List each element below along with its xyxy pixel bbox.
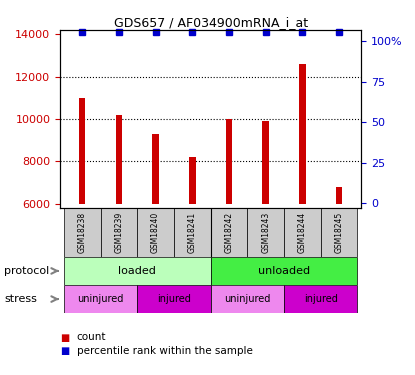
Bar (211, 285, 284, 313)
Text: loaded: loaded (118, 266, 156, 276)
Bar (211, 257, 357, 285)
Bar (189, 157, 195, 204)
Bar (284, 285, 357, 313)
Text: ■: ■ (60, 333, 69, 342)
Bar (79, 98, 85, 204)
Bar (64, 257, 211, 285)
Bar (100, 208, 137, 257)
Bar (336, 187, 342, 204)
Bar (174, 208, 210, 257)
Text: count: count (77, 333, 106, 342)
Bar (211, 208, 247, 257)
Text: uninjured: uninjured (77, 294, 124, 304)
Text: stress: stress (4, 294, 37, 304)
Text: uninjured: uninjured (224, 294, 271, 304)
Text: GSM18241: GSM18241 (188, 212, 197, 253)
Text: GSM18238: GSM18238 (78, 212, 87, 253)
Bar (247, 208, 284, 257)
Title: GDS657 / AF034900mRNA_i_at: GDS657 / AF034900mRNA_i_at (114, 16, 308, 29)
Bar (64, 285, 137, 313)
Bar (262, 121, 269, 204)
Text: unloaded: unloaded (258, 266, 310, 276)
Text: injured: injured (304, 294, 338, 304)
Text: GSM18242: GSM18242 (225, 212, 234, 253)
Text: injured: injured (157, 294, 191, 304)
Bar (284, 208, 321, 257)
Text: GSM18244: GSM18244 (298, 212, 307, 253)
Bar (137, 208, 174, 257)
Bar (137, 285, 211, 313)
Text: ■: ■ (60, 346, 69, 355)
Text: protocol: protocol (4, 266, 49, 276)
Bar (152, 134, 159, 204)
Bar (116, 115, 122, 204)
Bar (321, 208, 357, 257)
Text: GSM18239: GSM18239 (115, 212, 123, 253)
Bar (299, 64, 305, 204)
Bar (64, 208, 100, 257)
Text: GSM18245: GSM18245 (334, 212, 344, 253)
Bar (226, 119, 232, 204)
Text: GSM18240: GSM18240 (151, 212, 160, 253)
Text: percentile rank within the sample: percentile rank within the sample (77, 346, 253, 355)
Text: GSM18243: GSM18243 (261, 212, 270, 253)
